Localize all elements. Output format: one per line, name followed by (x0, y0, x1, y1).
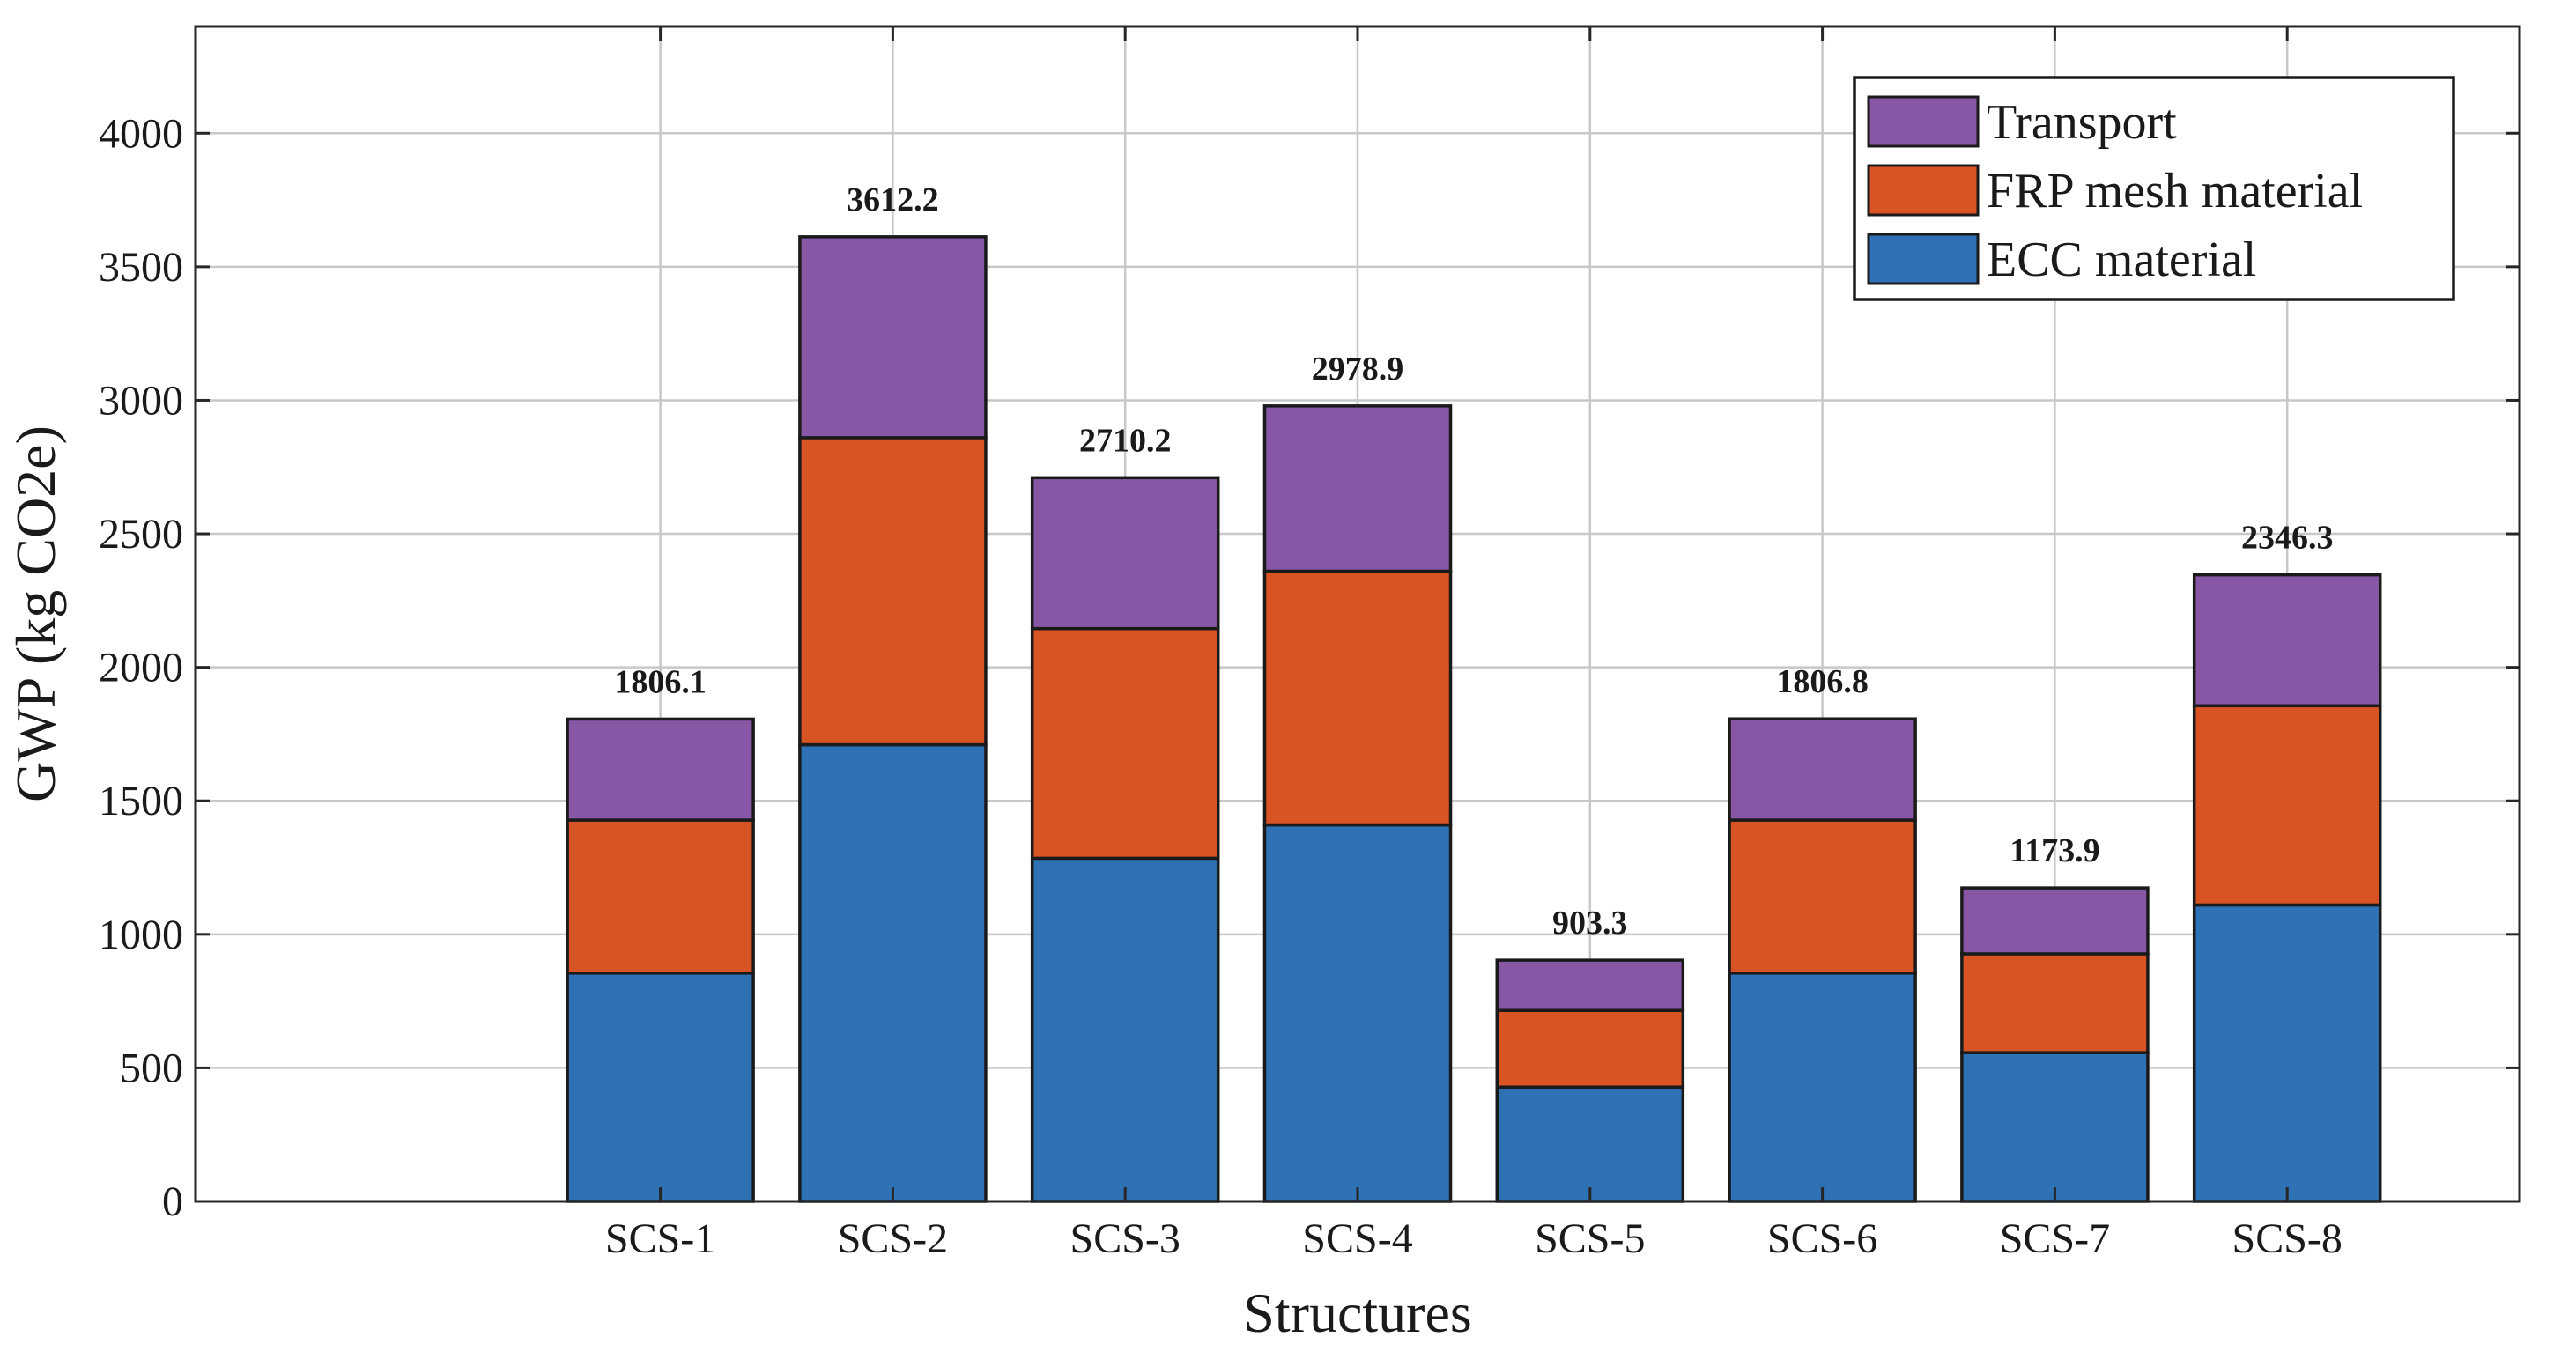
y-tick-label: 2500 (99, 511, 183, 558)
bar-total-label: 1173.9 (2010, 832, 2099, 869)
x-tick-label: SCS-8 (2232, 1215, 2343, 1262)
y-axis-title: GWP (kg CO2e) (4, 425, 67, 802)
x-axis-title: Structures (1243, 1282, 1472, 1344)
bar-segment (1030, 476, 1220, 631)
legend: Transport FRP mesh material ECC material (1853, 76, 2455, 301)
x-tick-label: SCS-3 (1070, 1215, 1181, 1262)
bar-segment (2192, 903, 2382, 1203)
axes: 0 500 1000 1500 2000 2500 3000 3500 4000 SCS-1 SCS… (99, 26, 2520, 1262)
legend-label: Transport (1987, 95, 2177, 150)
bar-segment (566, 717, 755, 822)
bar-segment (1960, 1051, 2150, 1203)
y-tick-label: 3500 (99, 244, 183, 291)
legend-swatch (1867, 164, 1980, 217)
bar-segment (566, 818, 755, 975)
bar-segment (1728, 972, 1917, 1203)
bar-segment (566, 972, 755, 1203)
bar-total-label: 2346.3 (2241, 520, 2334, 557)
bar-segment (1960, 886, 2150, 956)
x-tick-label: SCS-1 (605, 1215, 715, 1262)
bar-segment (1030, 856, 1220, 1203)
bar-segment (1495, 1085, 1685, 1203)
bar-segment (798, 436, 988, 747)
bar-segment (798, 235, 988, 440)
bar-segment (1495, 958, 1685, 1012)
bar-segment (2192, 573, 2382, 708)
x-tick-label: SCS-6 (1767, 1215, 1877, 1262)
legend-swatch (1867, 95, 1980, 148)
bar-segment (2192, 704, 2382, 907)
bar-segment (1728, 818, 1917, 975)
bar-segment (1728, 717, 1917, 822)
y-tick-label: 3000 (99, 377, 183, 424)
bar-segment (1030, 626, 1220, 861)
x-tick-label: SCS-5 (1535, 1215, 1645, 1262)
legend-label: ECC material (1987, 233, 2256, 287)
bar-total-label: 2710.2 (1079, 422, 1172, 459)
bar-segment (1495, 1008, 1685, 1089)
y-tick-label: 2000 (99, 645, 183, 691)
bars (566, 235, 2382, 1203)
legend-swatch (1867, 233, 1980, 285)
y-tick-label: 500 (120, 1045, 183, 1091)
bar-total-label: 1806.8 (1776, 663, 1869, 700)
y-tick-label: 1500 (99, 778, 183, 824)
bar-segment (1262, 404, 1453, 573)
y-tick-label: 0 (162, 1178, 183, 1225)
x-tick-label: SCS-4 (1302, 1215, 1412, 1262)
y-tick-label: 4000 (99, 110, 183, 157)
bar-total-label: 2978.9 (1312, 351, 1404, 388)
bar-segment (1262, 569, 1453, 827)
bar-total-label: 3612.2 (847, 181, 939, 218)
x-tick-label: SCS-2 (838, 1215, 948, 1262)
bar-segment (1960, 952, 2150, 1054)
y-tick-label: 1000 (99, 912, 183, 958)
bar-total-label: 903.3 (1552, 905, 1628, 942)
total-labels: 1806.1 3612.2 2710.2 2978.9 903.3 1806.8 1173.… (614, 181, 2333, 942)
bar-segment (798, 742, 988, 1203)
x-tick-label: SCS-7 (2000, 1215, 2110, 1262)
bar-segment (1262, 823, 1453, 1203)
bar-total-label: 1806.1 (614, 663, 707, 700)
legend-label: FRP mesh material (1987, 164, 2363, 218)
